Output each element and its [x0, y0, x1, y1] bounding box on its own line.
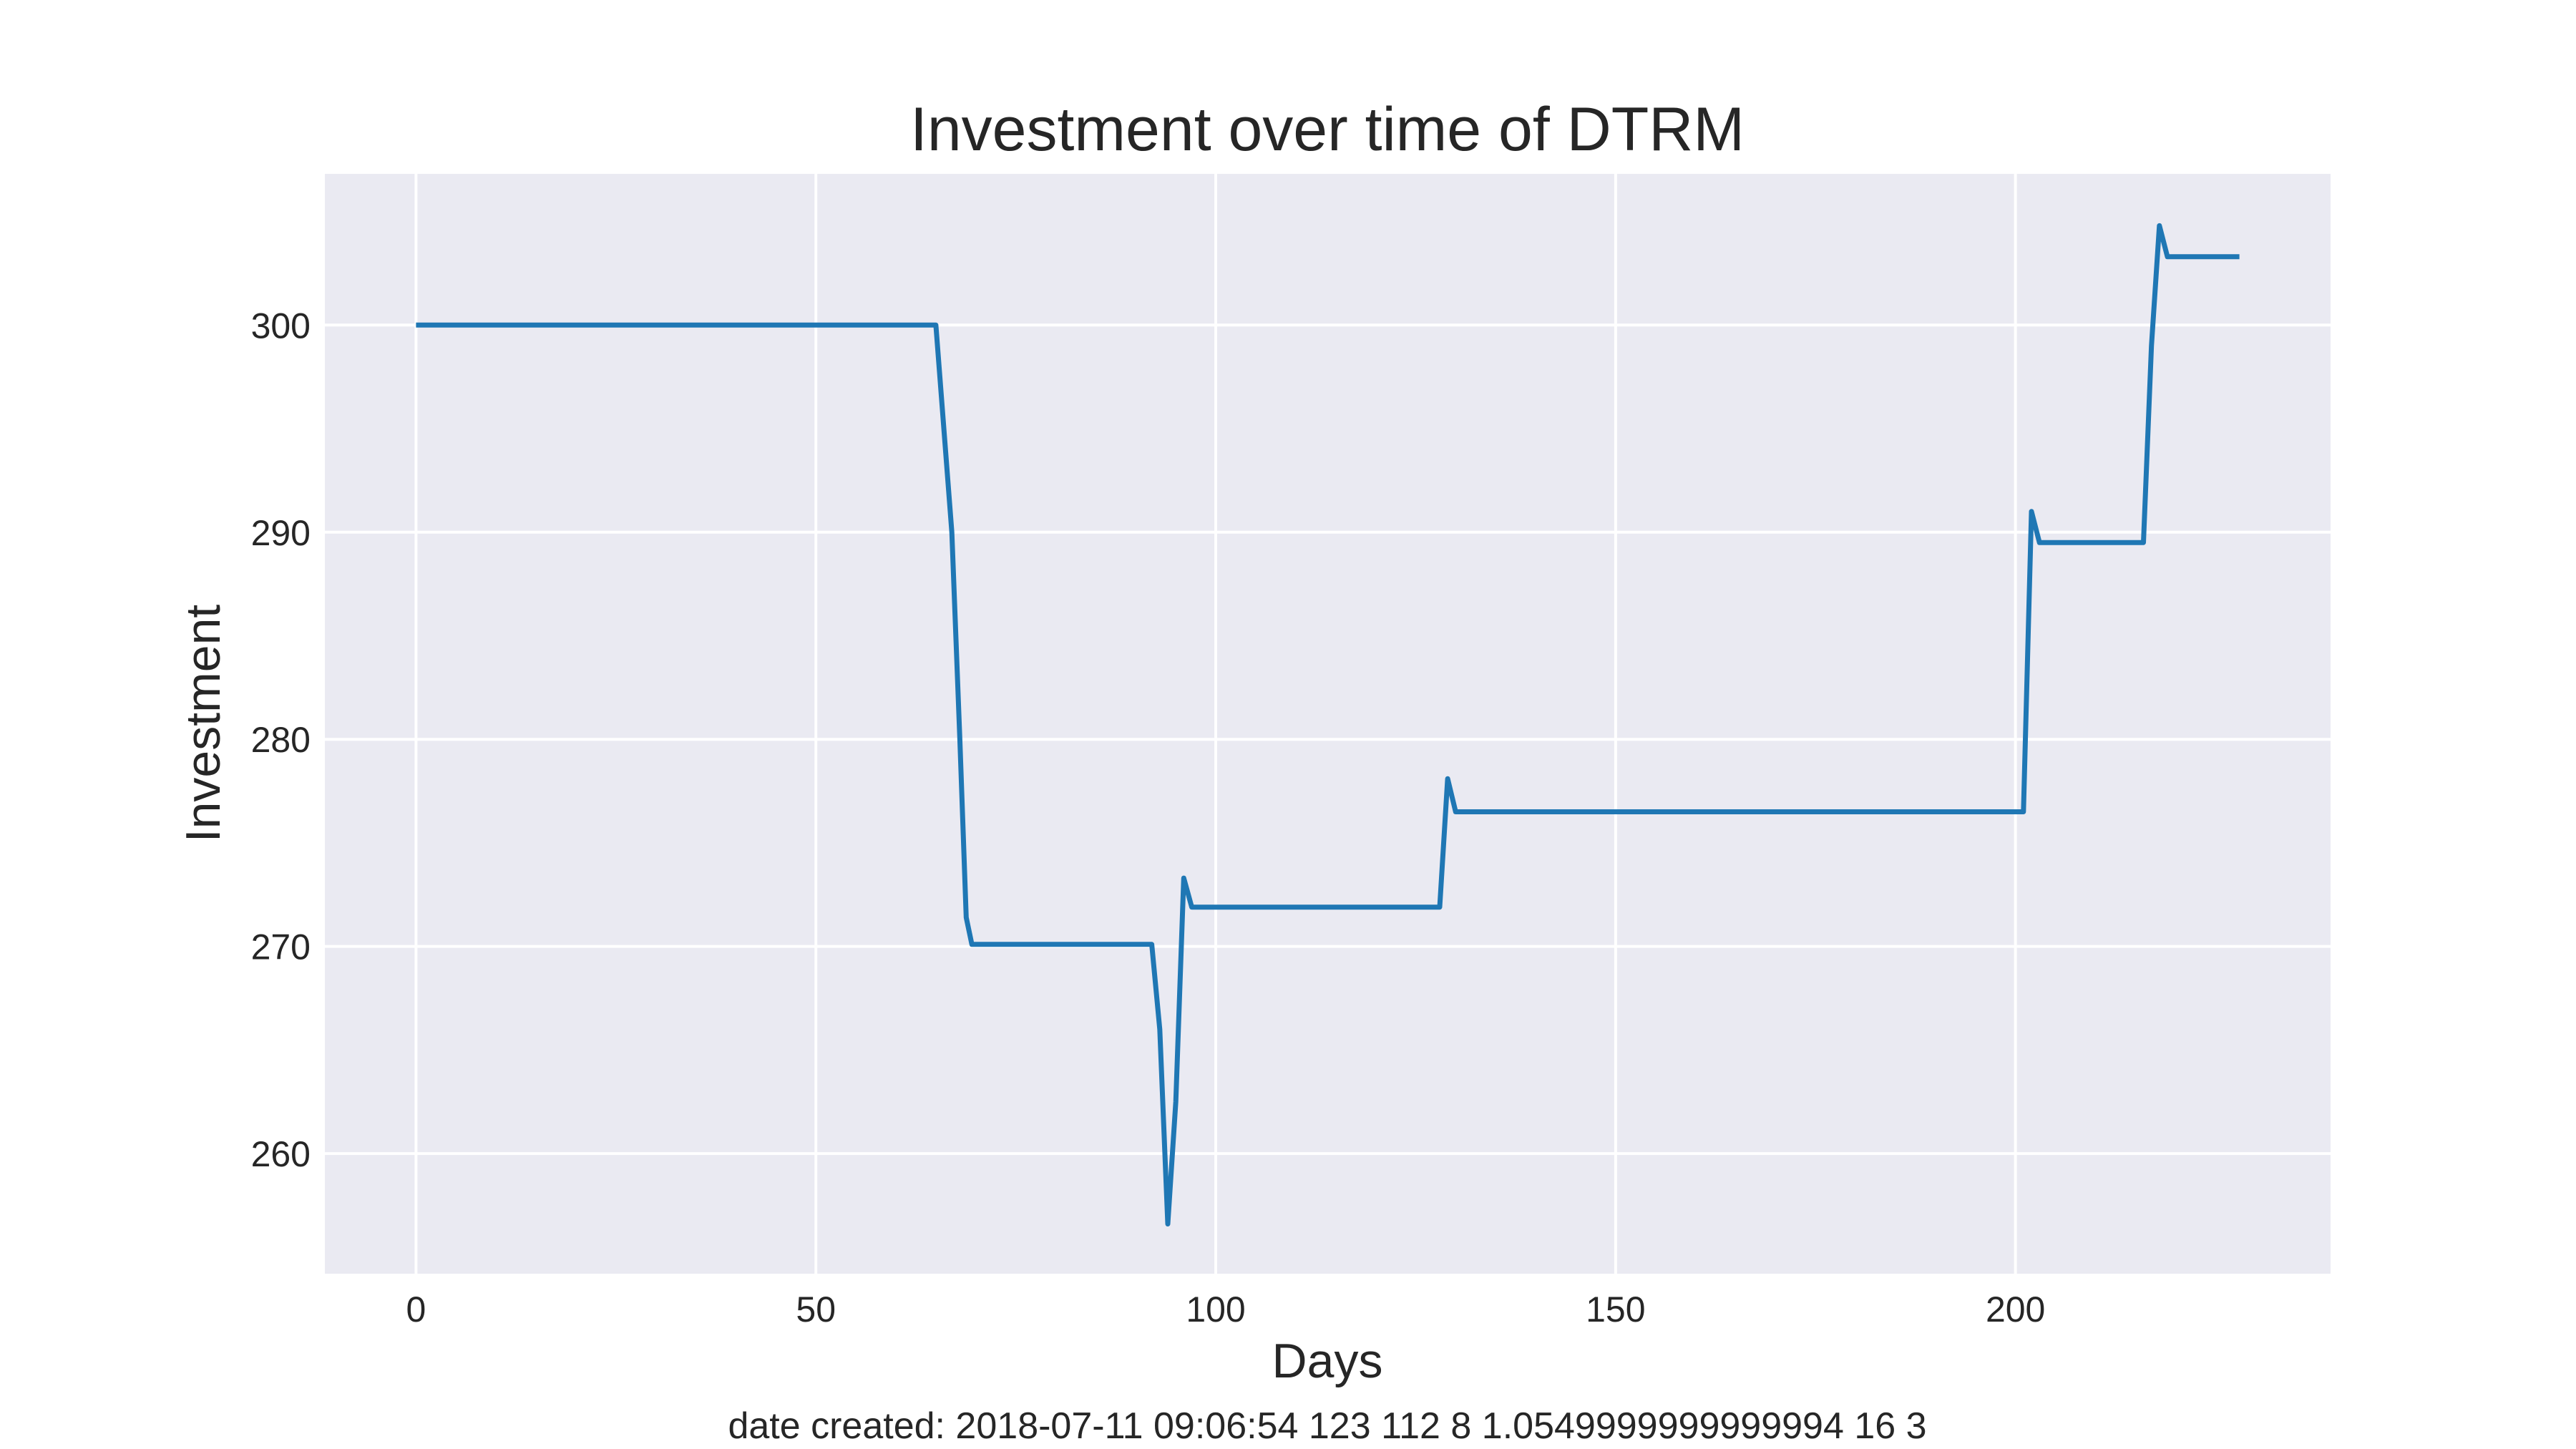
x-gridlines [414, 174, 2017, 1274]
x-tick-label: 200 [1986, 1289, 2045, 1330]
y-tick-label: 290 [251, 513, 311, 553]
x-tick-label: 150 [1586, 1289, 1645, 1330]
plot-background [325, 174, 2331, 1274]
y-tick-label: 280 [251, 720, 311, 760]
x-axis-label: Days [1272, 1334, 1383, 1388]
y-tick-label: 260 [251, 1134, 311, 1174]
series-layer [416, 223, 2240, 1226]
x-tick-label: 50 [796, 1289, 836, 1330]
y-tick-label: 300 [251, 306, 311, 346]
caption: date created: 2018-07-11 09:06:54 123 11… [728, 1405, 1926, 1447]
x-tick-label: 0 [406, 1289, 426, 1330]
x-tick-labels: 0 50 100 150 200 [406, 1289, 2046, 1330]
chart-title: Investment over time of DTRM [910, 95, 1745, 164]
y-axis-label: Investment [176, 605, 230, 843]
x-tick-label: 100 [1186, 1289, 1245, 1330]
y-tick-labels: 260 270 280 290 300 [251, 306, 311, 1174]
series-line [416, 223, 2240, 1226]
y-tick-label: 270 [251, 927, 311, 967]
